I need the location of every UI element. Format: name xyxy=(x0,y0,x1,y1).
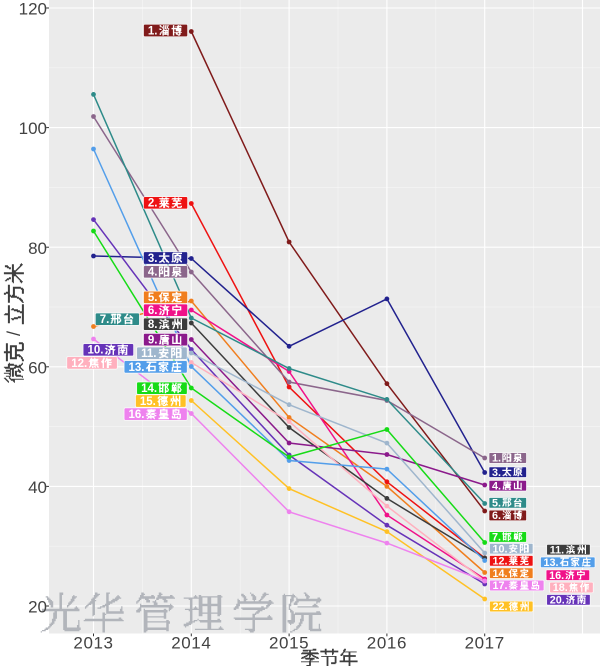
svg-text:17.: 17. xyxy=(493,580,508,592)
svg-text:18.: 18. xyxy=(553,582,568,594)
svg-text:16.: 16. xyxy=(549,570,564,582)
svg-text:11.: 11. xyxy=(141,348,156,360)
svg-text:20.: 20. xyxy=(550,595,565,607)
svg-text:14.: 14. xyxy=(493,568,508,580)
svg-text:2017: 2017 xyxy=(465,634,505,653)
svg-text:40: 40 xyxy=(28,478,47,497)
svg-text:5.: 5. xyxy=(148,292,158,304)
svg-text:120: 120 xyxy=(19,0,47,19)
svg-text:15.: 15. xyxy=(140,396,156,408)
svg-text:20: 20 xyxy=(28,598,47,617)
svg-text:100: 100 xyxy=(19,119,47,138)
svg-text:5.: 5. xyxy=(492,498,501,510)
svg-text:60: 60 xyxy=(28,358,47,377)
svg-text:3.: 3. xyxy=(492,467,501,479)
svg-text:2.: 2. xyxy=(148,198,158,210)
svg-text:6.: 6. xyxy=(148,305,158,317)
svg-text:1.: 1. xyxy=(492,453,501,465)
svg-text:22.: 22. xyxy=(493,601,508,613)
svg-text:9.: 9. xyxy=(148,335,158,347)
svg-text:7.: 7. xyxy=(492,532,501,544)
svg-text:80: 80 xyxy=(28,239,47,258)
svg-text:6.: 6. xyxy=(492,510,501,522)
svg-text:/: / xyxy=(4,331,24,336)
svg-text:3.: 3. xyxy=(148,253,158,265)
svg-text:7.: 7. xyxy=(100,314,110,326)
svg-text:2015: 2015 xyxy=(269,634,309,653)
svg-text:12.: 12. xyxy=(493,556,508,568)
svg-text:11.: 11. xyxy=(550,544,564,556)
svg-text:2016: 2016 xyxy=(367,634,407,653)
svg-text:2014: 2014 xyxy=(171,634,211,653)
svg-text:16.: 16. xyxy=(129,409,145,421)
svg-text:12.: 12. xyxy=(71,358,87,370)
svg-text:4.: 4. xyxy=(148,267,158,279)
svg-text:10.: 10. xyxy=(493,543,508,555)
svg-text:10.: 10. xyxy=(88,345,104,357)
svg-text:13.: 13. xyxy=(544,557,559,569)
svg-text:14.: 14. xyxy=(141,383,157,395)
svg-text:8.: 8. xyxy=(148,319,158,331)
svg-text:13.: 13. xyxy=(129,362,145,374)
svg-text:4.: 4. xyxy=(492,480,501,492)
svg-text:1.: 1. xyxy=(148,25,158,37)
svg-text:2013: 2013 xyxy=(73,634,113,653)
